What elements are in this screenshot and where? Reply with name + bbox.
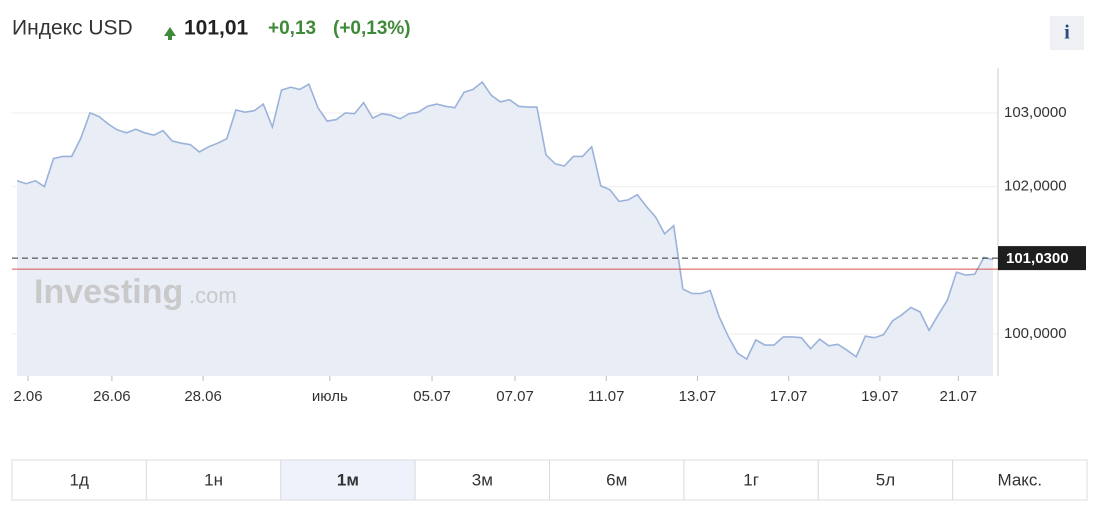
range-button[interactable] <box>145 459 282 501</box>
area <box>17 82 993 376</box>
y-tick-label: 100,0000 <box>1004 325 1067 342</box>
info-icon[interactable]: i <box>1064 22 1070 44</box>
change-pct: (+0,13%) <box>333 18 411 39</box>
x-tick-label: 11.07 <box>588 388 624 405</box>
last-price-box <box>998 246 1086 271</box>
x-tick-label: июль <box>312 388 348 405</box>
range-button-label[interactable]: 1д <box>70 470 89 489</box>
x-tick-label: 26.06 <box>93 388 131 405</box>
title: Индекс USD <box>12 17 133 40</box>
range-button-label[interactable]: 5л <box>876 470 895 489</box>
range-button[interactable] <box>952 459 1088 501</box>
x-tick-label: 13.07 <box>679 388 717 405</box>
x-tick-label: 05.07 <box>413 388 451 405</box>
x-tick-label: 19.07 <box>861 388 899 405</box>
y-tick-label: 102,0000 <box>1004 178 1067 195</box>
range-button-label[interactable]: 1г <box>743 470 759 489</box>
range-button-label[interactable]: Макс. <box>997 470 1042 489</box>
up-arrow <box>164 27 176 40</box>
range-button[interactable] <box>683 459 819 501</box>
range-button[interactable] <box>414 459 550 501</box>
change: +0,13 <box>268 18 316 39</box>
info-button[interactable] <box>1050 16 1084 50</box>
x-tick-label: 07.07 <box>496 388 534 405</box>
x-tick-label: 2.06 <box>13 388 42 405</box>
range-button[interactable] <box>817 459 954 501</box>
watermark-suffix: .com <box>189 283 237 308</box>
last-price-label: 101,0300 <box>1006 250 1069 267</box>
price-line <box>16 80 994 361</box>
x-tick-label: 21.07 <box>940 388 978 405</box>
y-tick-label: 103,0000 <box>1004 104 1067 121</box>
price: 101,01 <box>184 17 249 40</box>
range-button[interactable] <box>280 459 416 501</box>
watermark-brand: Investing <box>34 273 183 311</box>
range-buttons: 1д 1н 1м 3м 6м 1г 5л Макс. <box>11 459 1088 501</box>
range-button-label[interactable]: 3м <box>472 470 493 489</box>
range-button[interactable] <box>11 459 147 501</box>
x-tick-label: 28.06 <box>184 388 222 405</box>
range-button-label[interactable]: 1м <box>337 470 359 489</box>
plot: 103,0000 102,0000 100,0000 2.06 26.06 28.06 ию… <box>12 68 1086 405</box>
x-tick-label: 17.07 <box>770 388 808 405</box>
range-button-label[interactable]: 1н <box>204 470 223 489</box>
range-button-label[interactable]: 6м <box>606 470 627 489</box>
